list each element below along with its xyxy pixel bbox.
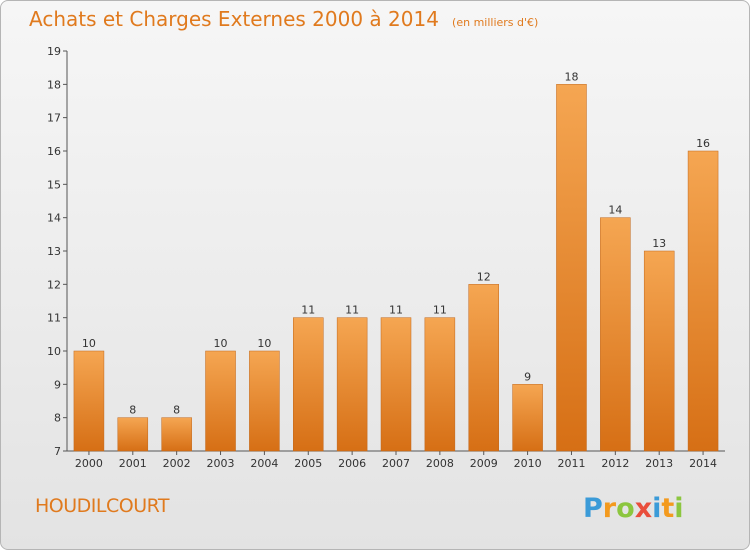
x-tick-label-2007: 2007 <box>382 457 410 470</box>
data-label-2002: 8 <box>173 404 180 417</box>
data-label-2011: 18 <box>564 70 578 83</box>
commune-name: HOUDILCOURT <box>35 495 170 517</box>
data-label-2014: 16 <box>696 137 710 150</box>
y-tick-label: 10 <box>47 345 61 358</box>
y-tick-label: 9 <box>54 378 61 391</box>
data-label-2001: 8 <box>129 404 136 417</box>
x-tick-label-2004: 2004 <box>250 457 278 470</box>
y-tick-label: 12 <box>47 278 61 291</box>
proxiti-logo: Proxiti <box>583 493 684 524</box>
bar-2008 <box>424 317 456 452</box>
y-tick-label: 14 <box>47 212 61 225</box>
chart-title: Achats et Charges Externes 2000 à 2014 <box>29 7 439 31</box>
y-tick-label: 11 <box>47 312 61 325</box>
bar-2005 <box>293 317 324 452</box>
bar-2013 <box>643 250 675 452</box>
svg-text:Proxiti: Proxiti <box>583 493 684 524</box>
x-tick-label-2002: 2002 <box>163 457 191 470</box>
x-tick-label-2009: 2009 <box>470 457 498 470</box>
data-label-2012: 14 <box>608 204 622 217</box>
bar-2000 <box>73 350 105 452</box>
x-tick-label-2011: 2011 <box>557 457 585 470</box>
y-tick-label: 13 <box>47 245 61 258</box>
bar-2009 <box>468 284 499 452</box>
x-tick-label-2012: 2012 <box>601 457 629 470</box>
x-tick-label-2008: 2008 <box>426 457 454 470</box>
data-label-2010: 9 <box>524 370 531 383</box>
y-tick-label: 16 <box>47 145 61 158</box>
x-tick-label-2010: 2010 <box>514 457 542 470</box>
data-label-2005: 11 <box>301 304 315 317</box>
x-tick-label-2013: 2013 <box>645 457 673 470</box>
bar-2001 <box>117 417 149 452</box>
bar-2014 <box>687 150 719 452</box>
data-label-2009: 12 <box>477 270 491 283</box>
x-tick-label-2014: 2014 <box>689 457 717 470</box>
data-label-2007: 11 <box>389 304 403 317</box>
data-label-2003: 10 <box>214 337 228 350</box>
chart-unit: (en milliers d'€) <box>452 16 539 29</box>
chart-title-block: Achats et Charges Externes 2000 à 2014 (… <box>29 7 538 31</box>
bar-2004 <box>249 350 280 452</box>
bar-2010 <box>512 384 543 452</box>
data-label-2013: 13 <box>652 237 666 250</box>
bar-2006 <box>336 317 368 452</box>
y-tick-label: 7 <box>54 445 61 458</box>
y-tick-label: 19 <box>47 45 61 58</box>
x-tick-label-2001: 2001 <box>119 457 147 470</box>
bar-2003 <box>205 350 236 452</box>
data-label-2004: 10 <box>257 337 271 350</box>
y-tick-label: 18 <box>47 78 61 91</box>
bar-2002 <box>161 417 192 452</box>
x-tick-label-2006: 2006 <box>338 457 366 470</box>
data-label-2006: 11 <box>345 304 359 317</box>
x-tick-label-2005: 2005 <box>294 457 322 470</box>
x-tick-label-2000: 2000 <box>75 457 103 470</box>
bar-2012 <box>600 217 631 452</box>
data-label-2000: 10 <box>82 337 96 350</box>
x-tick-label-2003: 2003 <box>207 457 235 470</box>
bar-2007 <box>380 317 412 452</box>
bar-2011 <box>556 84 587 452</box>
y-tick-label: 8 <box>54 412 61 425</box>
y-tick-label: 17 <box>47 112 61 125</box>
y-tick-label: 15 <box>47 178 61 191</box>
data-label-2008: 11 <box>433 304 447 317</box>
